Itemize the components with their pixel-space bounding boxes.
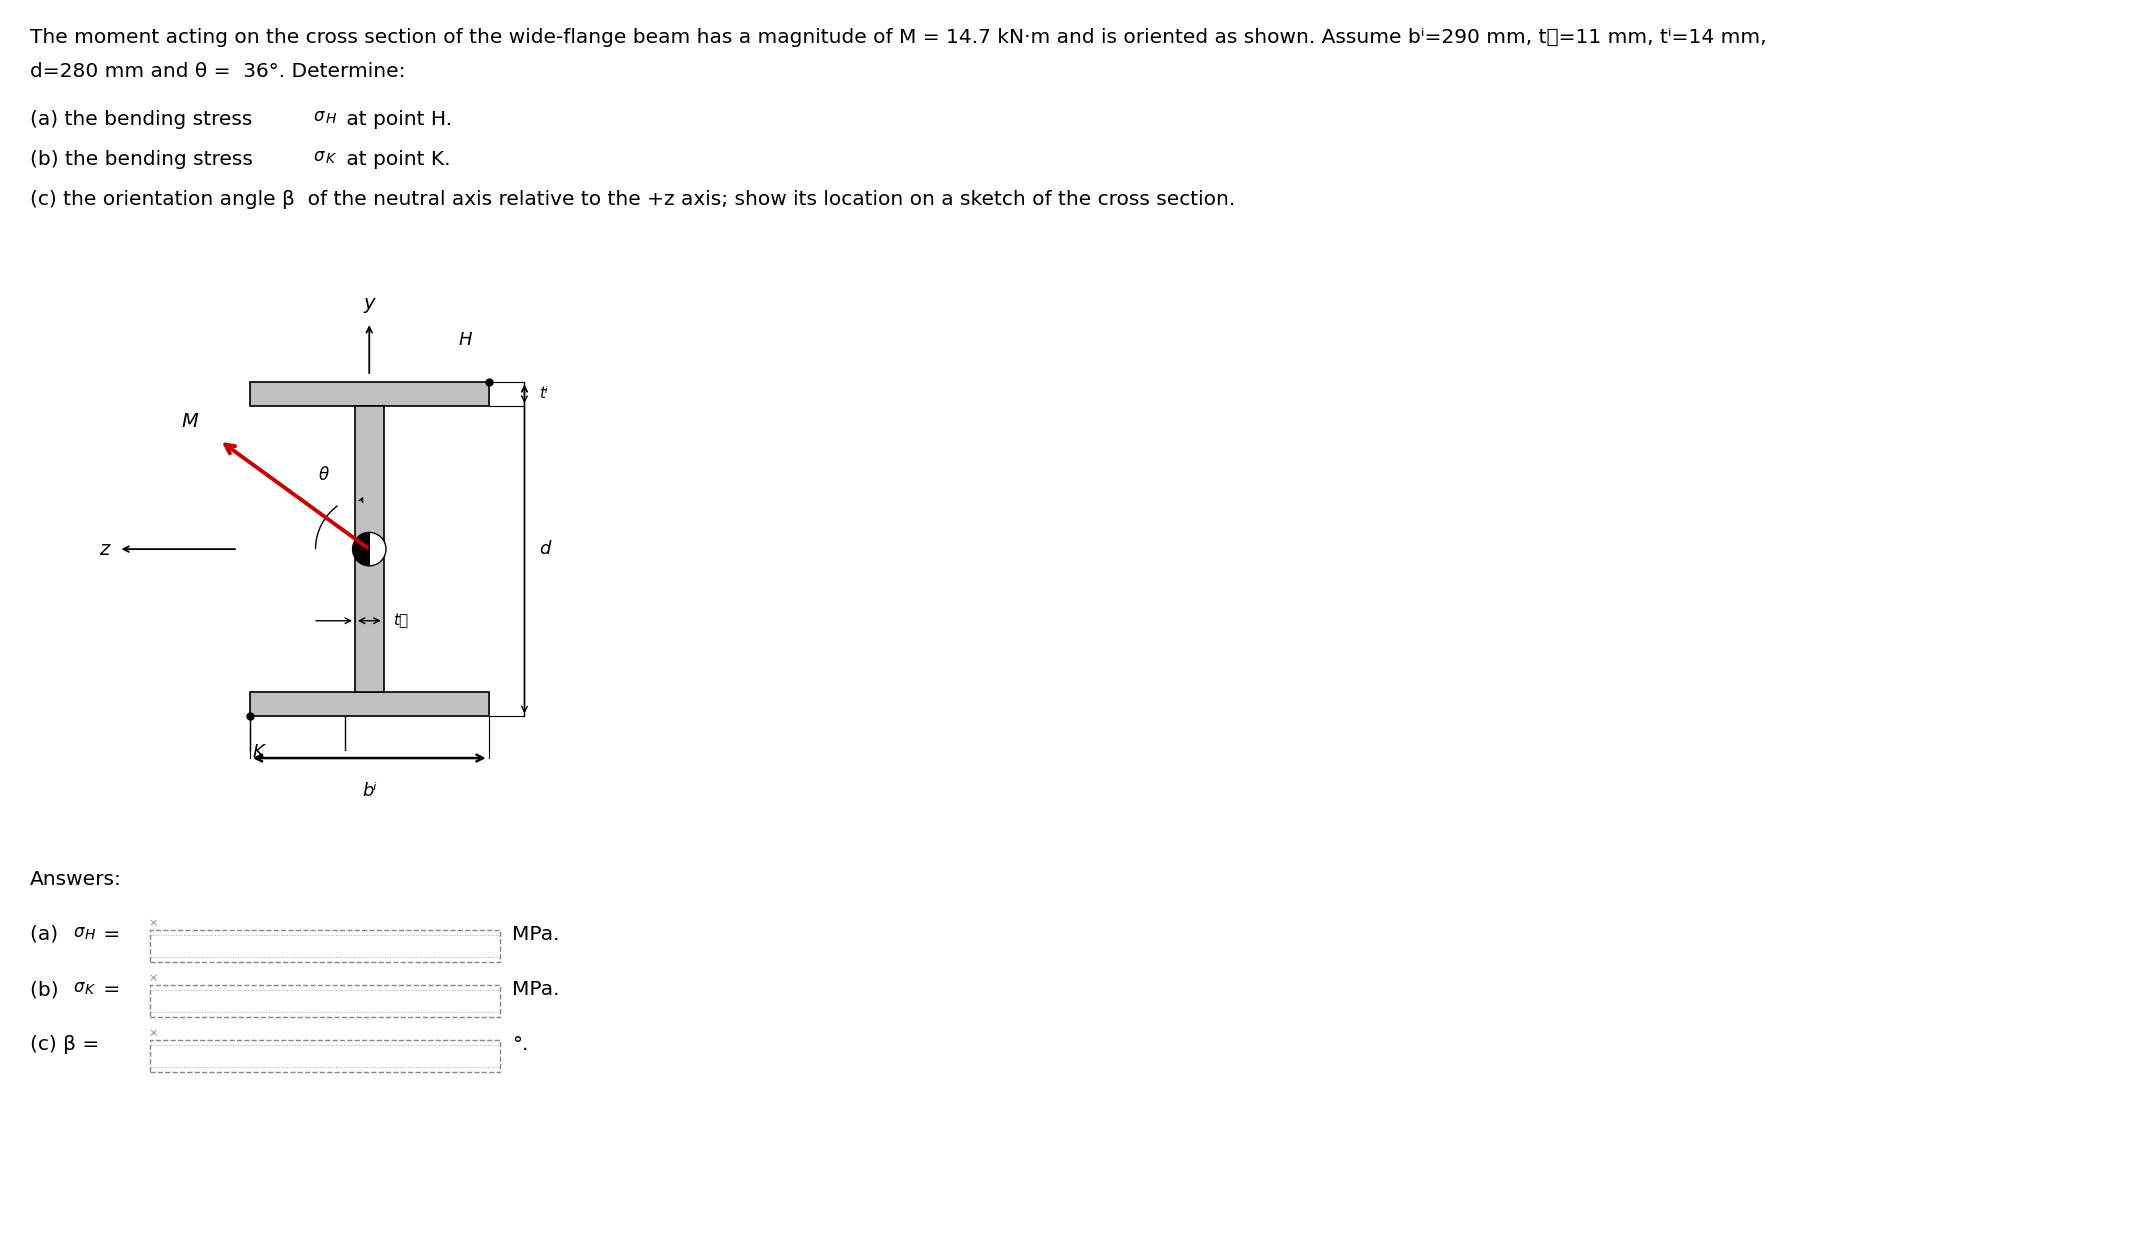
Text: d: d bbox=[539, 540, 550, 558]
Text: K: K bbox=[85, 983, 94, 997]
Text: (b): (b) bbox=[30, 980, 64, 998]
Text: σ: σ bbox=[313, 147, 324, 165]
Text: H: H bbox=[458, 331, 471, 348]
Wedge shape bbox=[352, 533, 369, 565]
Text: d=280 mm and θ =  36°. Determine:: d=280 mm and θ = 36°. Determine: bbox=[30, 62, 405, 81]
Text: tᵰ: tᵰ bbox=[392, 613, 407, 628]
Bar bbox=[354, 406, 384, 693]
Text: (b) the bending stress: (b) the bending stress bbox=[30, 150, 260, 168]
Text: ×: × bbox=[147, 919, 158, 929]
FancyBboxPatch shape bbox=[149, 985, 501, 1017]
Text: H: H bbox=[85, 929, 96, 942]
Text: (a): (a) bbox=[30, 925, 64, 943]
Text: MPa.: MPa. bbox=[512, 980, 559, 998]
Text: z: z bbox=[98, 539, 109, 559]
Text: =: = bbox=[96, 980, 119, 998]
Text: at point K.: at point K. bbox=[339, 150, 450, 168]
Bar bbox=[249, 382, 488, 406]
Text: (a) the bending stress: (a) the bending stress bbox=[30, 110, 258, 129]
FancyBboxPatch shape bbox=[149, 930, 501, 962]
Bar bbox=[249, 693, 488, 716]
Text: The moment acting on the cross section of the wide-flange beam has a magnitude o: The moment acting on the cross section o… bbox=[30, 27, 1767, 47]
Text: K: K bbox=[252, 743, 264, 760]
Text: σ: σ bbox=[313, 107, 324, 125]
Text: K: K bbox=[326, 152, 335, 166]
Text: σ: σ bbox=[72, 924, 83, 941]
Text: tⁱ: tⁱ bbox=[539, 387, 548, 402]
Text: °.: °. bbox=[512, 1035, 529, 1055]
Text: (c) the orientation angle β  of the neutral axis relative to the +z axis; show i: (c) the orientation angle β of the neutr… bbox=[30, 190, 1234, 208]
Text: MPa.: MPa. bbox=[512, 925, 559, 943]
FancyBboxPatch shape bbox=[149, 1040, 501, 1072]
Text: M: M bbox=[181, 412, 198, 431]
Text: at point H.: at point H. bbox=[339, 110, 452, 129]
Text: y: y bbox=[365, 293, 375, 313]
Text: (c) β =: (c) β = bbox=[30, 1035, 100, 1055]
Text: bⁱ: bⁱ bbox=[362, 782, 377, 800]
Text: Answers:: Answers: bbox=[30, 870, 122, 889]
Text: ×: × bbox=[147, 1028, 158, 1038]
Text: =: = bbox=[96, 925, 119, 943]
Text: H: H bbox=[326, 112, 337, 126]
Text: θ: θ bbox=[320, 466, 328, 484]
Text: ×: × bbox=[147, 973, 158, 983]
Wedge shape bbox=[369, 533, 386, 565]
Text: σ: σ bbox=[72, 978, 83, 996]
